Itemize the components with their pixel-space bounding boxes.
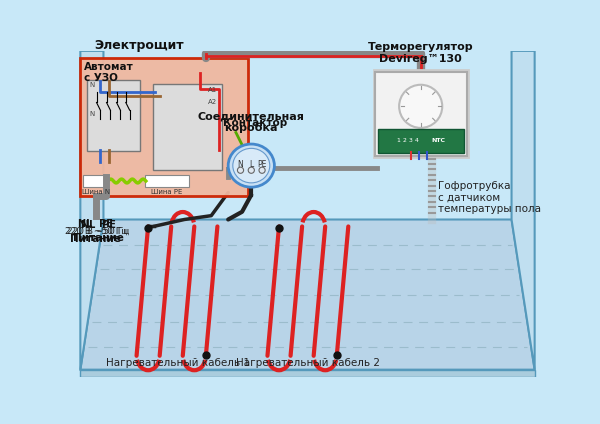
Text: Шина PE: Шина PE bbox=[151, 190, 182, 195]
FancyBboxPatch shape bbox=[145, 175, 188, 187]
Text: N: N bbox=[89, 111, 95, 117]
Polygon shape bbox=[512, 51, 535, 220]
Text: Шина N: Шина N bbox=[82, 190, 110, 195]
Text: A2: A2 bbox=[208, 99, 217, 105]
Circle shape bbox=[238, 167, 244, 173]
FancyBboxPatch shape bbox=[153, 84, 222, 170]
Text: Терморегулятор
Devireg™130: Терморегулятор Devireg™130 bbox=[368, 42, 473, 64]
Polygon shape bbox=[103, 51, 512, 220]
Text: A1: A1 bbox=[208, 87, 217, 93]
Circle shape bbox=[248, 167, 254, 173]
FancyBboxPatch shape bbox=[379, 129, 464, 153]
Polygon shape bbox=[80, 51, 103, 220]
Text: NTC: NTC bbox=[431, 139, 445, 143]
Polygon shape bbox=[80, 370, 535, 377]
Text: N: N bbox=[89, 82, 95, 88]
FancyBboxPatch shape bbox=[375, 72, 467, 156]
Circle shape bbox=[259, 167, 265, 173]
Text: Нагревательный кабель 1: Нагревательный кабель 1 bbox=[106, 358, 250, 368]
Text: N: N bbox=[238, 159, 244, 169]
Text: Соединительная
коробка: Соединительная коробка bbox=[198, 111, 305, 133]
Text: L: L bbox=[249, 159, 253, 169]
Ellipse shape bbox=[228, 144, 274, 187]
Text: 1 2 3 4: 1 2 3 4 bbox=[397, 139, 419, 143]
Polygon shape bbox=[80, 51, 103, 370]
Text: 220 В ~50 Гц: 220 В ~50 Гц bbox=[67, 226, 129, 235]
Text: PE: PE bbox=[257, 159, 267, 169]
Text: NL  PE: NL PE bbox=[79, 219, 113, 229]
Text: Электрощит: Электрощит bbox=[94, 39, 184, 52]
Polygon shape bbox=[512, 51, 535, 370]
Text: Контактор: Контактор bbox=[223, 118, 287, 128]
FancyBboxPatch shape bbox=[80, 58, 248, 196]
Text: Нагревательный кабель 2: Нагревательный кабель 2 bbox=[235, 358, 380, 368]
Text: 220 В ~50 Гц: 220 В ~50 Гц bbox=[65, 226, 127, 235]
FancyBboxPatch shape bbox=[83, 175, 109, 187]
Text: NL  PE: NL PE bbox=[80, 220, 115, 229]
Circle shape bbox=[399, 85, 442, 128]
Ellipse shape bbox=[233, 148, 270, 183]
Text: Гофротрубка
с датчиком
температуры пола: Гофротрубка с датчиком температуры пола bbox=[439, 181, 541, 214]
Polygon shape bbox=[80, 51, 535, 339]
Polygon shape bbox=[80, 220, 535, 370]
FancyBboxPatch shape bbox=[86, 80, 140, 151]
Text: Питание: Питание bbox=[70, 234, 121, 244]
Text: Питание: Питание bbox=[73, 233, 124, 243]
Text: Автомат
с УЗО: Автомат с УЗО bbox=[84, 61, 134, 83]
